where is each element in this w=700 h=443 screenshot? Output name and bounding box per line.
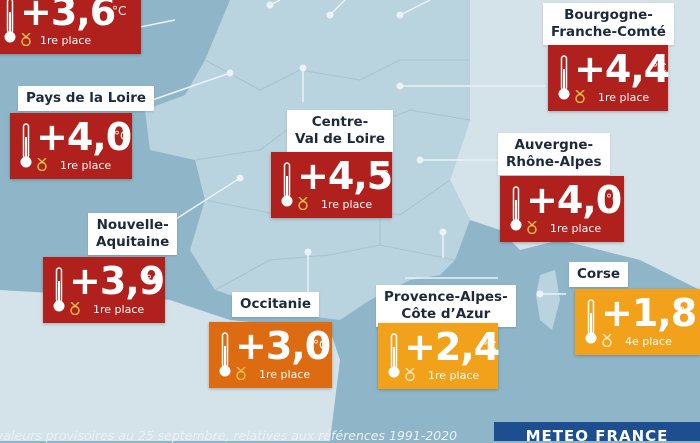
- value-box-bourgogne: +4,4 °C 1re place: [548, 45, 670, 111]
- medal-icon: [70, 302, 80, 315]
- unit-label: °C: [679, 305, 694, 319]
- medal-icon: [37, 158, 47, 171]
- region-label-bourgogne: Bourgogne- Franche-Comté: [543, 3, 674, 45]
- unit-label: °C: [482, 339, 497, 353]
- rank-label: 1re place: [40, 34, 92, 47]
- temperature-value: +4,5: [297, 154, 393, 198]
- footer-note: valeurs provisoires au 25 septembre, rel…: [0, 428, 458, 443]
- rank-label: 1re place: [598, 91, 650, 104]
- value-box-centre: +4,5 °C 1re place: [271, 152, 393, 218]
- medal-icon: [527, 221, 537, 234]
- value-box-pays-de-la-loire: +4,0 °C 1re place: [10, 113, 132, 179]
- brand-logo: METEO FRANCE: [494, 422, 700, 441]
- value-box-paca: +2,4 °C 1re place: [378, 323, 500, 389]
- thermometer-icon: [510, 186, 522, 231]
- rank-label: 4e place: [625, 335, 672, 348]
- thermometer-icon: [53, 267, 65, 312]
- temperature-value: +1,8: [601, 291, 697, 335]
- medal-icon: [298, 197, 308, 210]
- unit-label: °C: [374, 168, 389, 182]
- unit-label: °C: [146, 273, 161, 287]
- rank-label: 1re place: [93, 303, 145, 316]
- temperature-value: +4,4: [574, 47, 670, 91]
- temperature-value: +3,0: [235, 324, 331, 368]
- thermometer-icon: [281, 162, 293, 207]
- thermometer-icon: [20, 123, 32, 168]
- rank-label: 1re place: [259, 368, 311, 381]
- rank-label: 1re place: [428, 369, 480, 382]
- unit-label: °C: [606, 192, 621, 206]
- region-label-pays-de-la-loire: Pays de la Loire: [18, 86, 155, 111]
- region-label-nouvelle-aquitaine: Nouvelle- Aquitaine: [88, 213, 178, 255]
- medal-icon: [236, 367, 246, 380]
- region-label-corse: Corse: [569, 262, 629, 287]
- temperature-value: +4,0: [36, 115, 132, 159]
- temperature-value: +3,9: [69, 259, 165, 303]
- thermometer-icon: [219, 332, 231, 377]
- temperature-value: +2,4: [404, 325, 500, 369]
- region-label-centre: Centre- Val de Loire: [287, 110, 393, 152]
- temperature-value: +3,6: [20, 0, 116, 34]
- thermometer-icon: [388, 333, 400, 378]
- rank-label: 1re place: [60, 159, 112, 172]
- value-box-corse: +1,8 °C 4e place: [575, 289, 700, 355]
- value-box-top-left: +3,6 °C 1re place: [0, 0, 141, 54]
- thermometer-icon: [558, 55, 570, 100]
- medal-icon: [602, 334, 612, 347]
- unit-label: °C: [114, 129, 129, 143]
- value-box-occitanie: +3,0 °C 1re place: [209, 322, 332, 388]
- value-box-nouvelle-aquitaine: +3,9 °C 1re place: [43, 257, 165, 323]
- land-corsica: [536, 270, 560, 330]
- unit-label: °C: [112, 4, 127, 18]
- medal-icon: [21, 33, 31, 46]
- unit-label: °C: [313, 338, 328, 352]
- medal-icon: [405, 368, 415, 381]
- thermometer-icon: [4, 0, 16, 43]
- rank-label: 1re place: [321, 198, 373, 211]
- medal-icon: [575, 90, 585, 103]
- rank-label: 1re place: [550, 222, 602, 235]
- thermometer-icon: [585, 299, 597, 344]
- temperature-value: +4,0: [526, 178, 622, 222]
- region-label-auvergne: Auvergne- Rhône-Alpes: [498, 133, 610, 175]
- unit-label: °C: [652, 61, 667, 75]
- region-label-paca: Provence-Alpes- Côte d’Azur: [376, 285, 516, 327]
- value-box-auvergne: +4,0 °C 1re place: [500, 176, 624, 242]
- region-label-occitanie: Occitanie: [232, 292, 320, 317]
